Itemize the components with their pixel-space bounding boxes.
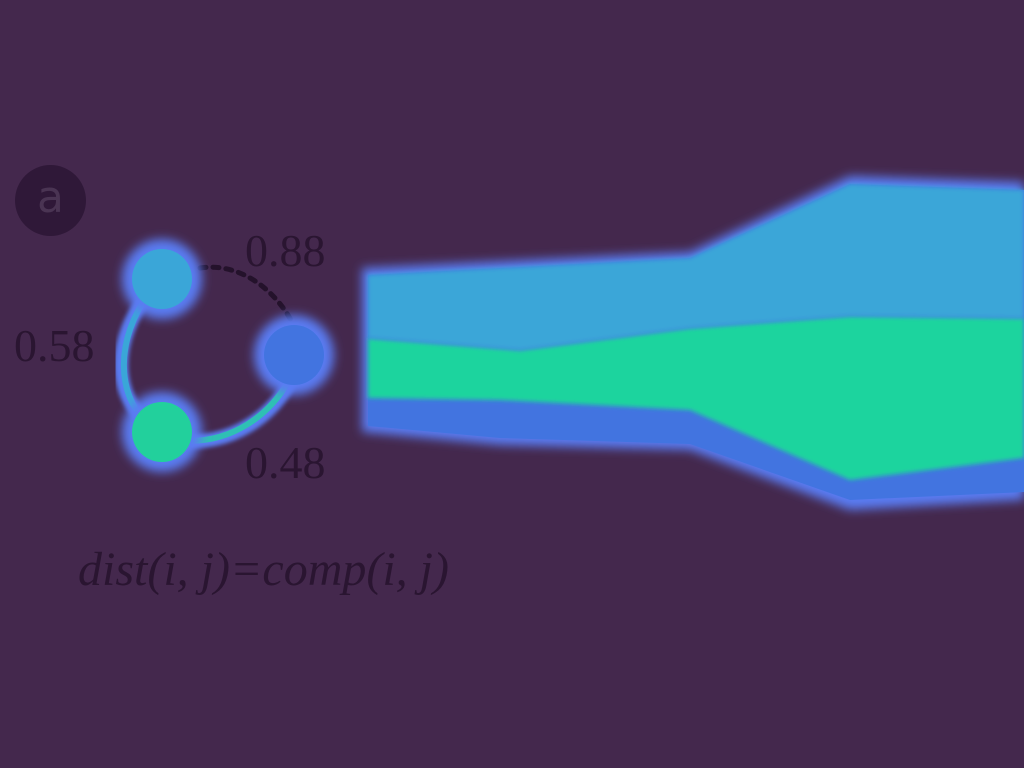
ribbon-upper-band [368, 184, 1024, 350]
graph-nodes [122, 239, 334, 472]
edge-weight-label-top-bottom: 0.58 [14, 320, 95, 371]
flow-ribbon [362, 176, 1024, 510]
edge-weight-label-top-right: 0.88 [245, 225, 326, 276]
node-right [264, 325, 324, 385]
node-bottom [132, 402, 192, 462]
edge-top-right-dotted [197, 264, 295, 325]
ribbon-middle-band [368, 316, 1024, 480]
edge-weight-label-bottom-right: 0.48 [245, 437, 326, 488]
panel-label-badge: a [15, 165, 86, 236]
node-top [132, 249, 192, 309]
distance-formula: dist(i, j)=comp(i, j) [78, 543, 449, 596]
